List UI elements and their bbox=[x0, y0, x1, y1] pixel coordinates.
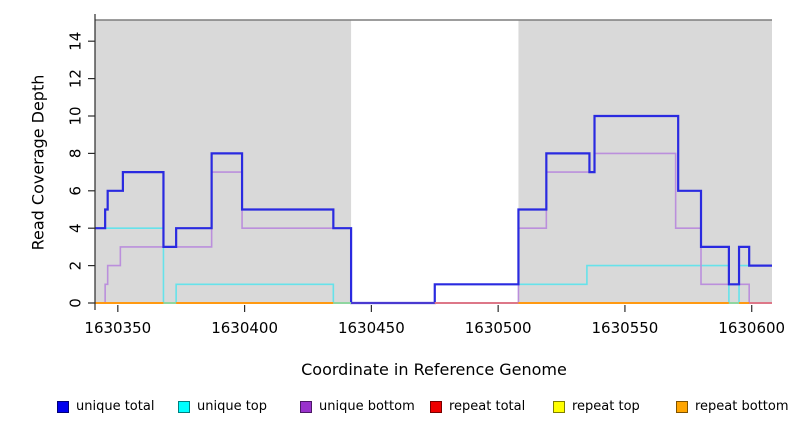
legend-label: unique bottom bbox=[319, 399, 415, 414]
x-tick-label: 1630600 bbox=[718, 319, 785, 337]
y-tick-label: 14 bbox=[67, 32, 85, 51]
legend-label: repeat total bbox=[449, 399, 526, 414]
legend-swatch-repeat-top bbox=[553, 401, 565, 413]
x-tick-label: 1630400 bbox=[211, 319, 278, 337]
y-tick-label: 4 bbox=[67, 223, 85, 233]
x-tick-label: 1630450 bbox=[338, 319, 405, 337]
x-tick-label: 1630350 bbox=[84, 319, 151, 337]
x-axis-label: Coordinate in Reference Genome bbox=[301, 360, 567, 379]
legend-label: unique total bbox=[76, 399, 155, 414]
shaded-region bbox=[95, 20, 352, 303]
legend-swatch-unique-top bbox=[178, 401, 190, 413]
x-tick-label: 1630500 bbox=[465, 319, 532, 337]
y-tick-label: 0 bbox=[67, 298, 85, 308]
y-tick-label: 2 bbox=[67, 261, 85, 271]
shaded-region bbox=[518, 20, 772, 303]
legend-label: repeat top bbox=[572, 399, 640, 414]
legend-label: unique top bbox=[197, 399, 268, 414]
legend: unique total unique top unique bottom repea… bbox=[0, 398, 792, 418]
legend-swatch-repeat-bottom bbox=[676, 401, 688, 413]
legend-swatch-repeat-total bbox=[430, 401, 442, 413]
y-tick-label: 8 bbox=[67, 149, 85, 159]
legend-swatch-unique-total bbox=[57, 401, 69, 413]
y-tick-label: 10 bbox=[67, 106, 85, 125]
y-axis-label: Read Coverage Depth bbox=[28, 74, 48, 251]
legend-swatch-unique-bottom bbox=[300, 401, 312, 413]
y-tick-label: 6 bbox=[67, 186, 85, 196]
legend-label: repeat bottom bbox=[695, 399, 789, 414]
y-tick-label: 12 bbox=[67, 69, 85, 88]
series-line-unique-total bbox=[95, 114, 772, 305]
x-tick-label: 1630550 bbox=[592, 319, 659, 337]
